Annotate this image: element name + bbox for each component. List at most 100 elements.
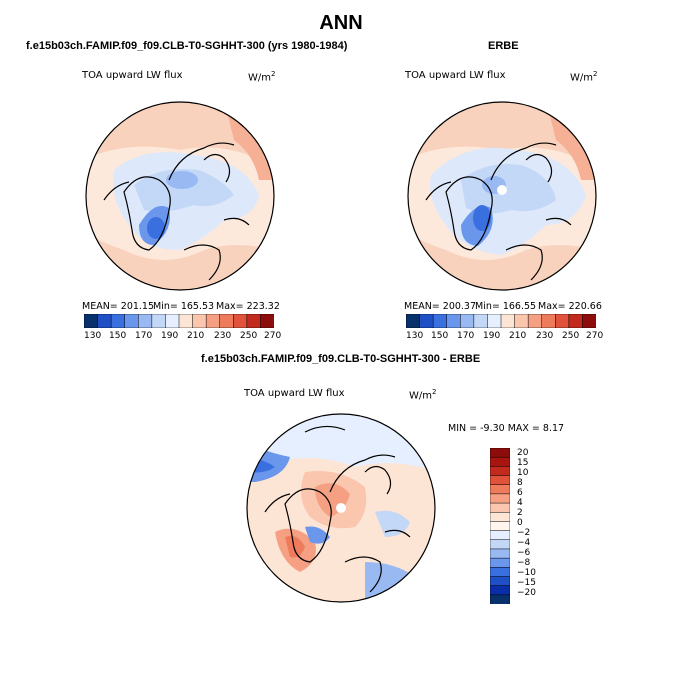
panel2-colorbar-bin-11 — [555, 314, 570, 328]
panel2-tick-0: 130 — [406, 331, 424, 341]
panel2-colorbar-bins — [406, 314, 596, 328]
panel1-colorbar-ticks: 130 150 170 190 210 230 250 270 — [84, 331, 281, 343]
panel3-tick-3: 8 — [517, 478, 523, 488]
panel3-tick-8: −2 — [517, 528, 531, 538]
panel1-map — [85, 101, 275, 291]
panel2-colorbar-ticks: 130 150 170 190 210 230 250 270 — [406, 331, 603, 343]
panel2-tick-5: 230 — [536, 331, 554, 341]
panel1-colorbar-bin-3 — [124, 314, 139, 328]
panel1-variable: TOA upward LW flux — [82, 70, 183, 81]
panel1-colorbar-bin-0 — [84, 314, 99, 328]
panel3-colorbar-bin-3 — [490, 475, 510, 486]
panel3-tick-11: −8 — [517, 558, 531, 568]
panel2-colorbar-bin-13 — [582, 314, 596, 328]
panel3-colorbar-bin-13 — [490, 567, 510, 578]
panel3-tick-2: 10 — [517, 468, 529, 478]
panel3-field-cold-east — [375, 510, 410, 537]
panel1-tick-4: 210 — [187, 331, 205, 341]
panel3-tick-6: 2 — [517, 508, 523, 518]
panel1-map-border — [85, 101, 275, 291]
panel3-field-cold-greenland — [305, 526, 330, 544]
panel2-colorbar-bin-8 — [514, 314, 529, 328]
panel1-colorbar-bin-2 — [110, 314, 126, 328]
panel2-colorbar-bin-4 — [460, 314, 475, 328]
panel3-colorbar-bin-8 — [490, 521, 510, 532]
panel3-colorbar-bin-6 — [490, 502, 510, 513]
panel2-units: W/m2 — [570, 70, 598, 84]
panel3-colorbar-bin-2 — [490, 466, 510, 477]
panel3-pole-hole — [336, 503, 346, 513]
panel1-colorbar — [84, 314, 274, 328]
panel3-colorbar-bin-12 — [490, 557, 510, 568]
panel1-mean: MEAN= 201.15 — [82, 301, 155, 312]
panel3-colorbar-bin-10 — [490, 539, 510, 550]
panel1-coastlines — [103, 142, 250, 281]
panel3-tick-14: −20 — [517, 588, 536, 598]
panel1-tick-1: 150 — [109, 331, 127, 341]
panel1-tick-3: 190 — [161, 331, 179, 341]
panel2-field-greenland-core — [473, 205, 491, 231]
panel3-colorbar — [490, 448, 510, 604]
panel1-colorbar-bin-1 — [97, 314, 112, 328]
panel2-pole-hole — [497, 185, 507, 195]
panel2-header: ERBE — [488, 40, 519, 52]
panel3-colorbar-bin-14 — [490, 576, 510, 587]
panel2-colorbar-bin-1 — [419, 314, 434, 328]
panel2-variable: TOA upward LW flux — [405, 70, 506, 81]
panel3-header: f.e15b03ch.FAMIP.f09_f09.CLB-T0-SGHHT-30… — [201, 353, 481, 365]
panel3-minmax: MIN = -9.30 MAX = 8.17 — [448, 423, 565, 434]
panel3-variable: TOA upward LW flux — [244, 388, 345, 399]
panel1-colorbar-bin-7 — [178, 314, 194, 328]
panel1-colorbar-bin-13 — [260, 314, 274, 328]
panel1-tick-2: 170 — [135, 331, 153, 341]
panel1-colorbar-bin-8 — [192, 314, 207, 328]
panel2-map — [407, 101, 597, 291]
panel1-field-min-center — [166, 171, 198, 189]
panel2-colorbar-bin-3 — [446, 314, 461, 328]
panel2-mean: MEAN= 200.37 — [404, 301, 477, 312]
panel2-coastlines — [425, 142, 572, 281]
panel1-colorbar-bin-9 — [205, 314, 221, 328]
panel1-units: W/m2 — [248, 70, 276, 84]
panel2-colorbar-bin-5 — [473, 314, 488, 328]
panel2-tick-6: 250 — [562, 331, 580, 341]
panel2-colorbar-bin-10 — [541, 314, 556, 328]
panel3-tick-7: 0 — [517, 518, 523, 528]
panel3-tick-9: −4 — [517, 538, 531, 548]
panel1-colorbar-bin-11 — [233, 314, 248, 328]
panel2-tick-7: 270 — [586, 331, 604, 341]
panel1-tick-0: 130 — [84, 331, 102, 341]
panel3-colorbar-bin-15 — [490, 585, 510, 596]
panel2-tick-4: 210 — [509, 331, 527, 341]
panel1-header: f.e15b03ch.FAMIP.f09_f09.CLB-T0-SGHHT-30… — [26, 40, 348, 52]
panel3-tick-10: −6 — [517, 548, 531, 558]
panel2-colorbar-bin-0 — [406, 314, 421, 328]
panel2-map-border — [407, 101, 597, 291]
panel3-colorbar-bin-1 — [490, 456, 510, 467]
panel2-colorbar-bin-6 — [487, 314, 502, 328]
panel1-tick-6: 250 — [240, 331, 258, 341]
panel3-field-warm-sw-core — [285, 535, 305, 558]
panel3-colorbar-bin-4 — [490, 484, 510, 495]
panel2-colorbar-bin-7 — [500, 314, 516, 328]
panel2-max: Max= 220.66 — [538, 301, 602, 312]
panel2-tick-3: 190 — [483, 331, 501, 341]
panel3-colorbar-bin-7 — [490, 511, 510, 522]
panel2-colorbar-bin-9 — [527, 314, 543, 328]
panel1-field-greenland-core — [147, 217, 165, 239]
panel3-coastlines — [264, 425, 411, 593]
figure-title: ANN — [319, 12, 363, 34]
panel3-tick-12: −10 — [517, 568, 536, 578]
panel1-tick-7: 270 — [264, 331, 282, 341]
panel3-units: W/m2 — [409, 388, 437, 402]
panel3-map-border — [246, 413, 436, 603]
panel1-colorbar-bin-4 — [138, 314, 153, 328]
panel2-min: Min= 166.55 — [475, 301, 537, 312]
panel2-field-colder — [461, 164, 556, 214]
panel3-colorbar-bins — [490, 448, 510, 604]
panel3-colorbar-ticks: 20 15 10 8 6 4 2 0 −2 −4 −6 −8 −10 −15 −… — [517, 448, 557, 608]
panel3-tick-1: 15 — [517, 458, 529, 468]
panel1-colorbar-bins — [84, 314, 274, 328]
panel1-colorbar-bin-6 — [165, 314, 180, 328]
panel3-tick-5: 4 — [517, 498, 523, 508]
